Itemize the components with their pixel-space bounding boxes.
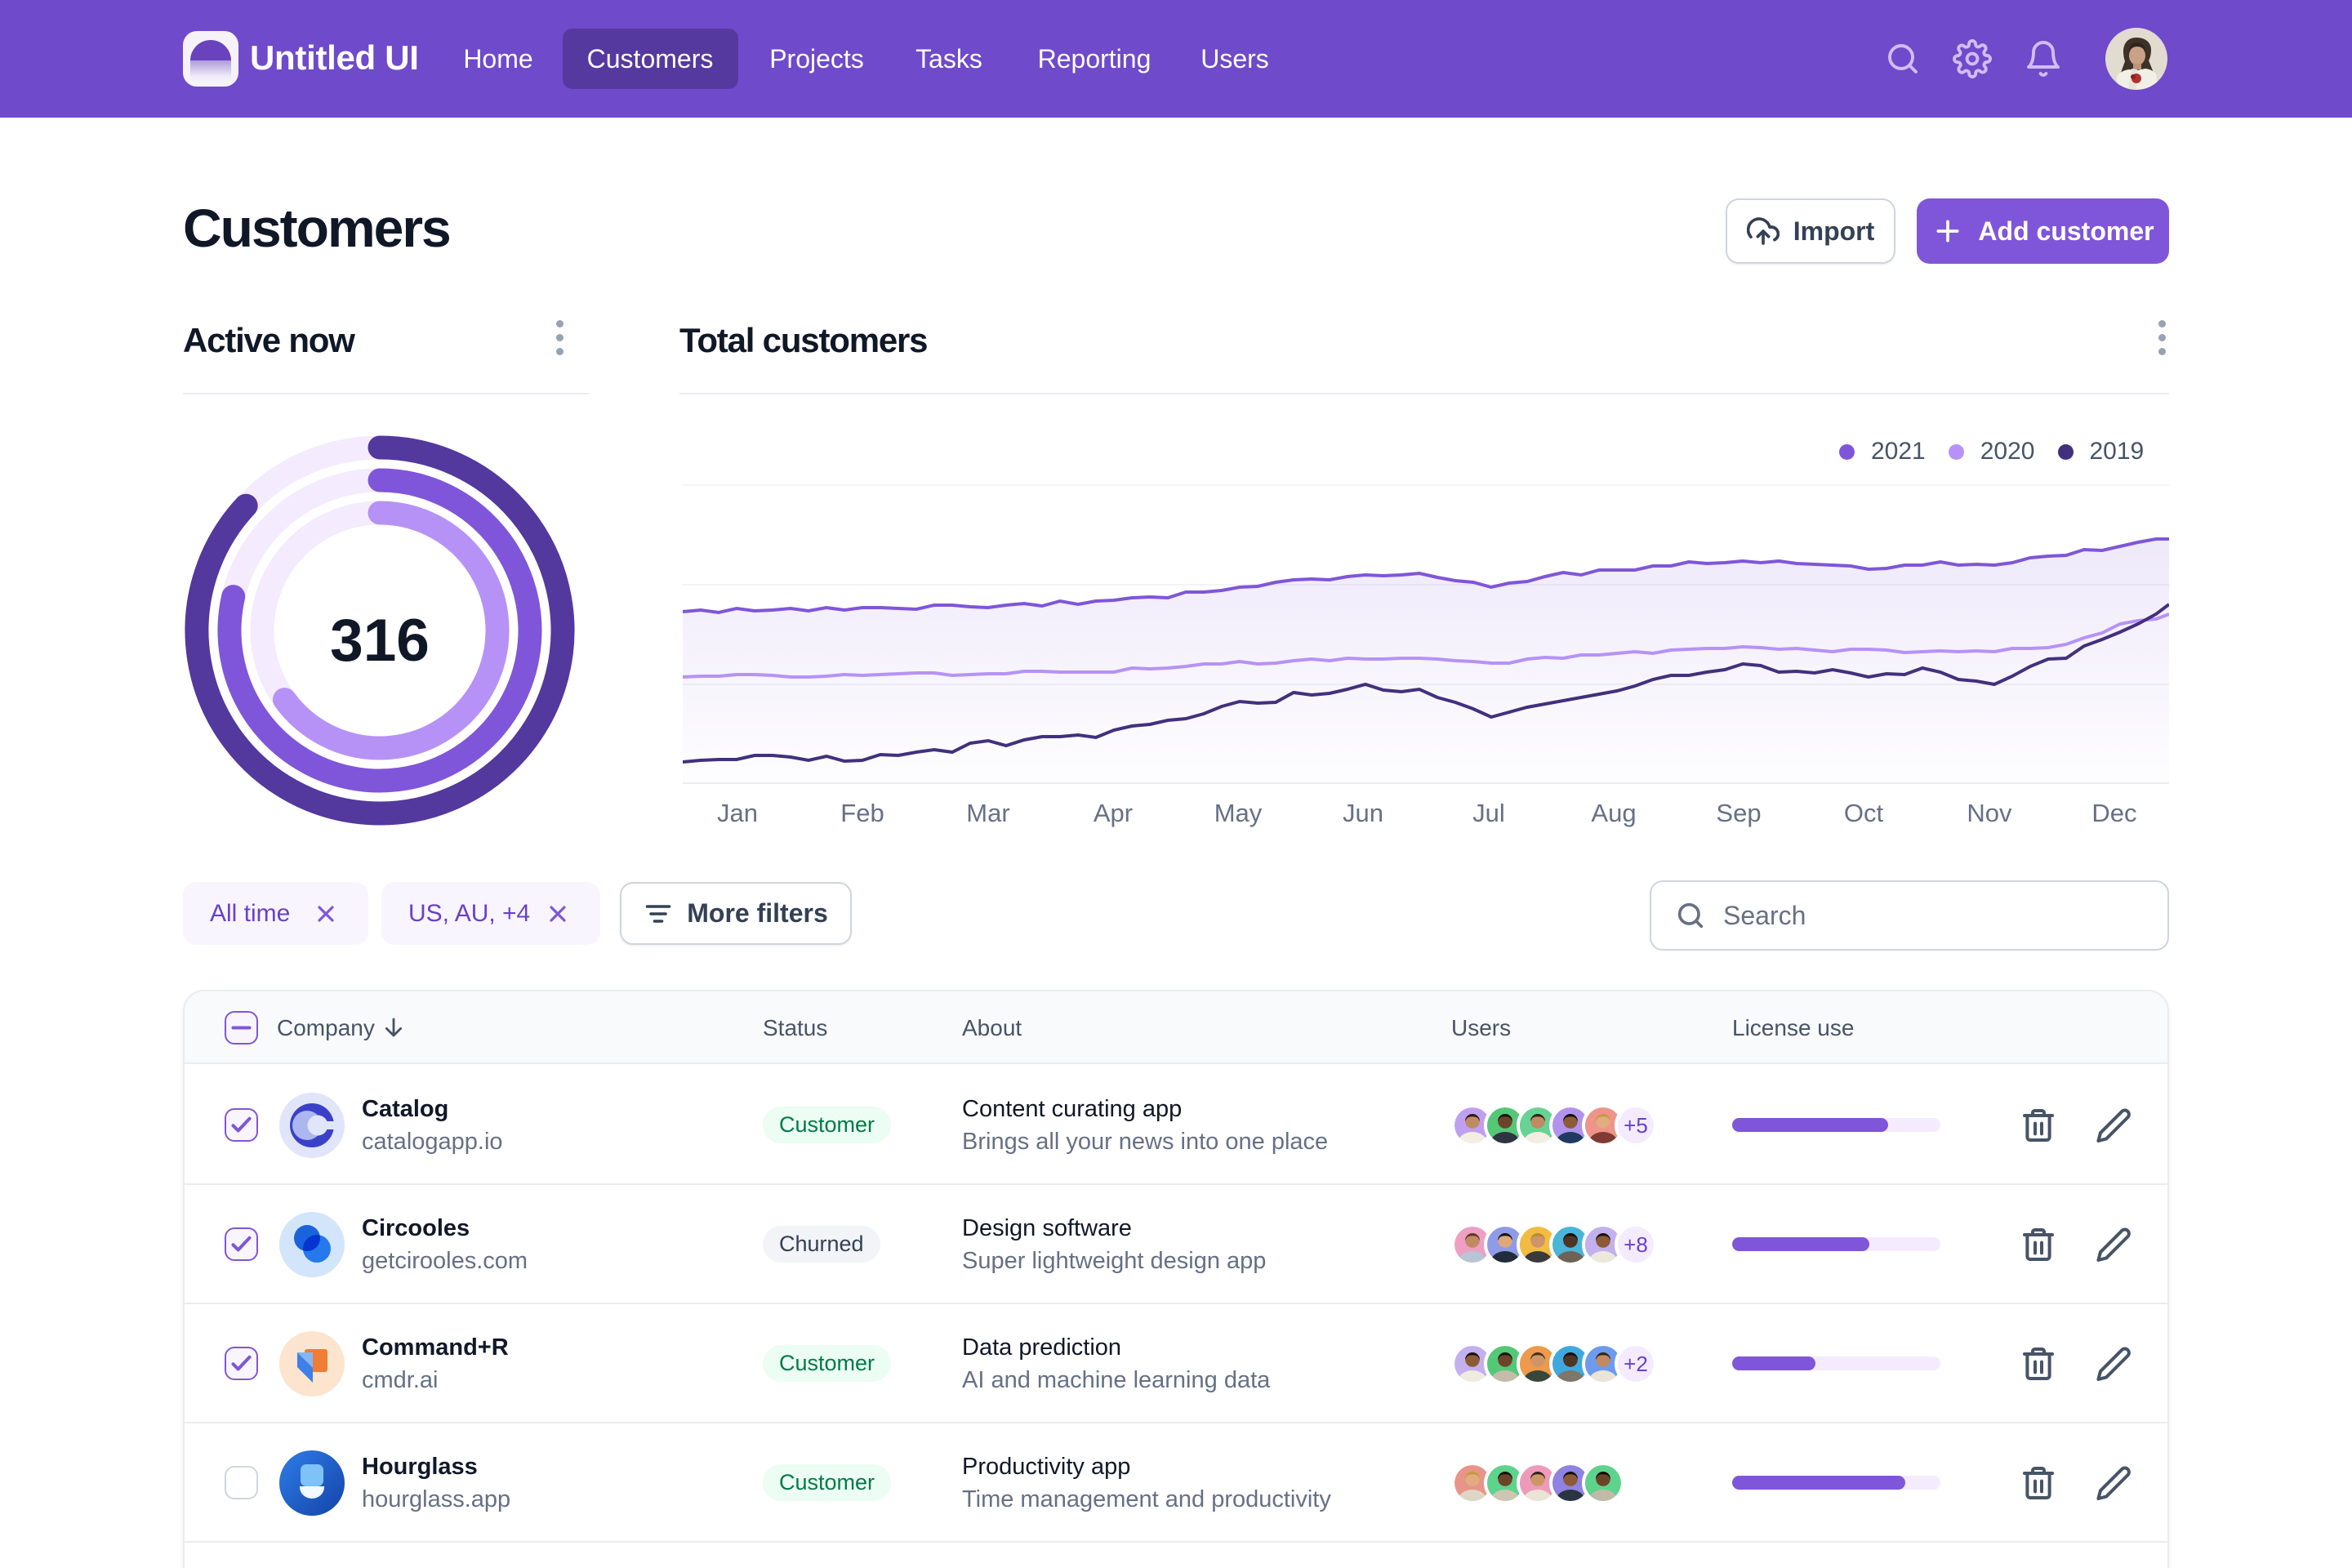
- svg-text:Jun: Jun: [1343, 799, 1383, 827]
- svg-text:Aug: Aug: [1591, 799, 1636, 827]
- svg-text:Dec: Dec: [2091, 799, 2136, 827]
- svg-text:May: May: [1214, 799, 1263, 827]
- svg-text:Sep: Sep: [1716, 799, 1761, 827]
- svg-text:Jan: Jan: [717, 799, 758, 827]
- svg-text:Apr: Apr: [1094, 799, 1133, 827]
- svg-text:Mar: Mar: [966, 799, 1009, 827]
- svg-text:Jul: Jul: [1472, 799, 1505, 827]
- svg-text:Feb: Feb: [840, 799, 884, 827]
- svg-text:Oct: Oct: [1844, 799, 1884, 827]
- svg-text:Nov: Nov: [1967, 799, 2012, 827]
- svg-text:316: 316: [330, 608, 430, 674]
